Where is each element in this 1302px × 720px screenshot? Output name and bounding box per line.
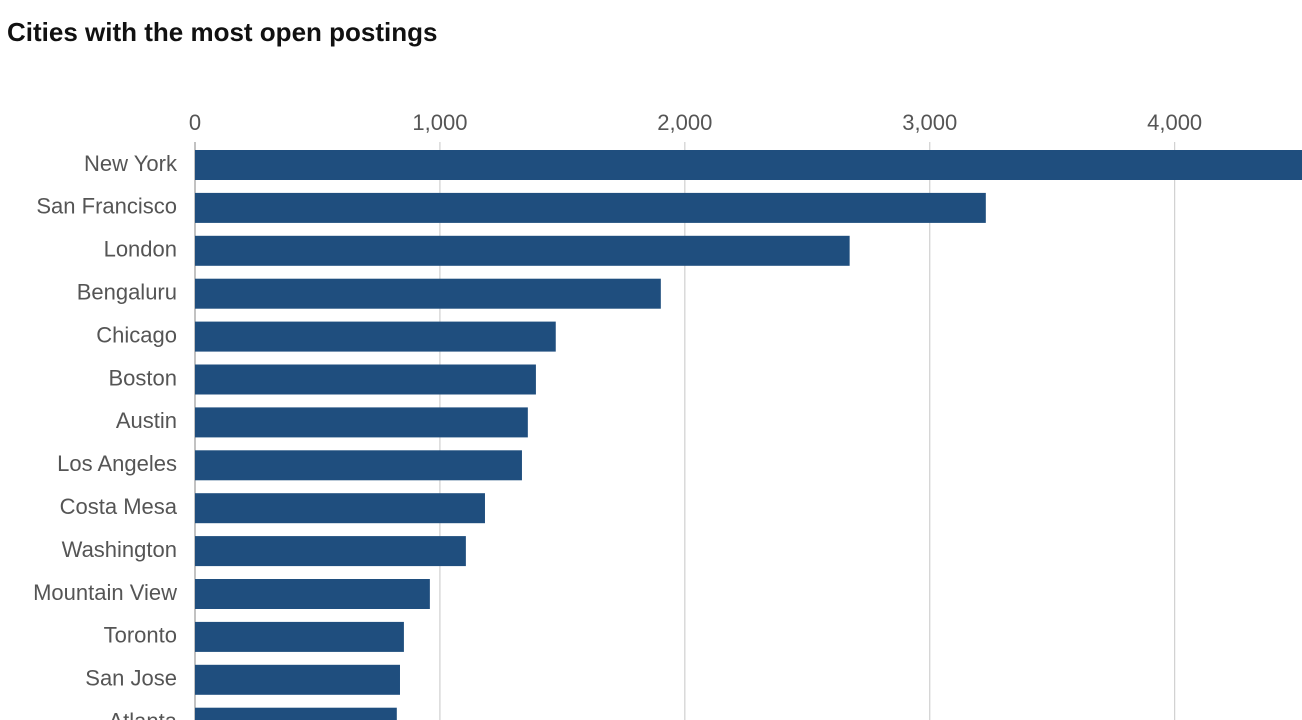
x-tick-label: 2,000 [657, 110, 712, 135]
y-tick-label: Toronto [104, 623, 177, 648]
y-tick-label: Chicago [96, 322, 177, 347]
bar [195, 707, 397, 720]
bar [195, 579, 430, 609]
bar [195, 235, 850, 266]
x-tick-label: 3,000 [902, 110, 957, 135]
bar [195, 150, 1302, 180]
bar [195, 192, 986, 223]
bar [195, 364, 536, 395]
bar [195, 321, 556, 352]
y-tick-label: San Jose [85, 666, 177, 691]
bar [195, 278, 661, 309]
y-tick-label: San Francisco [36, 194, 177, 219]
x-tick-label: 4,000 [1147, 110, 1202, 135]
bar [195, 407, 528, 438]
x-tick-label: 0 [189, 110, 201, 135]
bar [195, 536, 466, 567]
y-tick-label: New York [84, 151, 178, 176]
bar [195, 621, 404, 652]
y-tick-label: Washington [62, 537, 177, 562]
y-tick-label: Costa Mesa [60, 494, 178, 519]
y-tick-label: Atlanta [109, 709, 178, 720]
chart-title: Cities with the most open postings [7, 17, 437, 47]
y-tick-label: Mountain View [33, 580, 177, 605]
bar [195, 664, 400, 695]
y-tick-label: Los Angeles [57, 451, 177, 476]
y-tick-label: Austin [116, 408, 177, 433]
y-tick-label: Boston [109, 365, 178, 390]
bar [195, 493, 485, 524]
y-tick-label: London [104, 237, 177, 262]
bar [195, 450, 522, 481]
x-tick-label: 1,000 [412, 110, 467, 135]
y-tick-label: Bengaluru [77, 280, 177, 305]
